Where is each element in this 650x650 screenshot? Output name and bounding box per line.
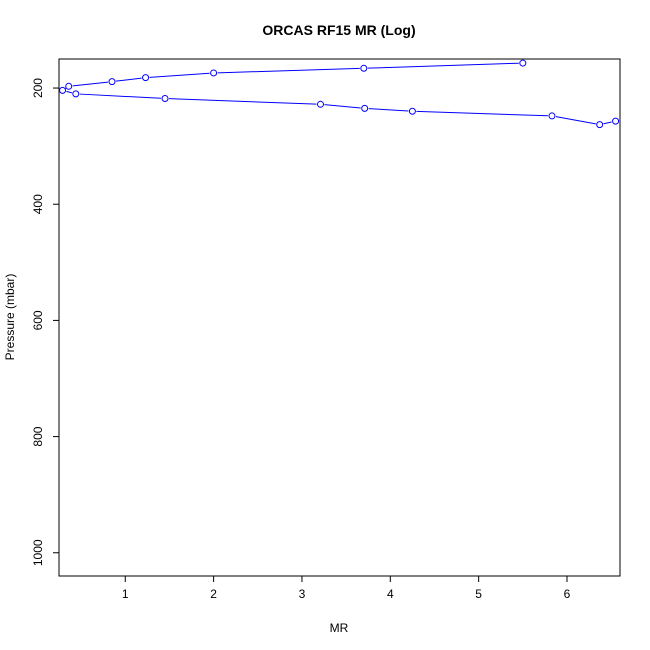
x-axis-label: MR [330,621,349,635]
data-point [360,64,368,72]
data-point [317,100,325,108]
plot-frame [58,58,621,577]
x-tick-label: 5 [475,587,482,601]
chart-title: ORCAS RF15 MR (Log) [262,22,415,38]
data-point [519,59,527,67]
y-tick-label: 400 [31,194,45,214]
data-point [612,117,620,125]
data-point [108,78,116,86]
y-tick-label: 1000 [31,539,45,566]
y-tick-label: 200 [31,78,45,98]
data-point [408,107,416,115]
series-line-segment [149,72,210,78]
data-point [210,69,218,77]
x-axis: 1 2 3 4 5 6 [122,575,571,601]
data-point [59,86,67,94]
series-line-segment [367,62,519,69]
series-line-segment [217,67,360,74]
y-axis-label: Pressure (mbar) [3,274,17,361]
y-tick-label: 800 [31,426,45,446]
y-axis: 200 400 600 800 1000 [31,78,60,566]
series-line-segment [72,81,109,87]
x-tick-label: 4 [387,587,394,601]
data-point [161,95,169,103]
series-layer [59,59,620,129]
series-line-segment [416,110,548,117]
x-tick-label: 6 [564,587,571,601]
x-tick-label: 3 [299,587,306,601]
x-tick-label: 2 [210,587,217,601]
x-tick-label: 1 [122,587,129,601]
data-point [361,104,369,112]
series-line-segment [368,108,409,112]
data-point [596,121,604,129]
y-tick-label: 600 [31,310,45,330]
series-line-segment [115,77,142,82]
data-point [72,90,80,98]
series-line-segment [79,93,162,99]
series-line-segment [555,116,596,125]
series-line-segment [603,121,612,125]
data-point [142,74,150,82]
series-line-segment [324,104,361,109]
data-point [65,82,73,90]
data-point [548,112,556,120]
series-line-segment [168,98,317,105]
series-line-segment [66,90,73,94]
